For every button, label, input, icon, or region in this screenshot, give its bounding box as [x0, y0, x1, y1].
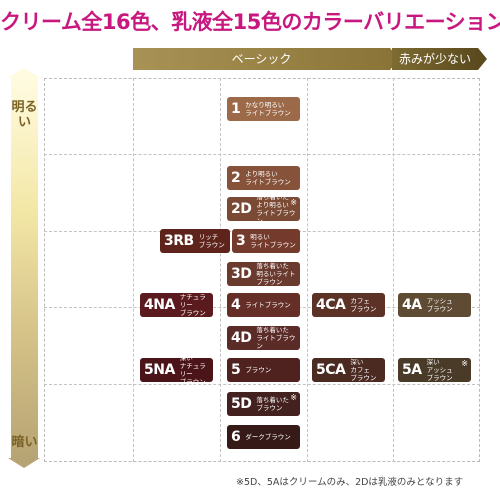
shade-code: 5CA — [316, 362, 346, 378]
footnote: ※5D、5Aはクリームのみ、2Dは乳液のみとなります — [236, 477, 464, 488]
header-less-red: 赤みが少ない — [392, 48, 487, 70]
shade-code: 3RB — [164, 233, 194, 249]
shade-chip-3d: 3D 落ち着いた 明るいライト ブラウン — [227, 262, 300, 286]
shade-chip-5d: 5D 落ち着いた ブラウン ※ — [227, 392, 300, 416]
shade-code: 2 — [231, 170, 241, 186]
note-mark: ※ — [290, 393, 297, 402]
page-title: クリーム全16色、乳液全15色のカラーバリエーション — [0, 10, 500, 34]
shade-code: 5NA — [144, 362, 175, 378]
shade-name: ダークブラウン — [245, 433, 291, 441]
scale-bright-label: 明るい — [11, 100, 38, 130]
shade-code: 4 — [231, 297, 241, 313]
grid-line — [307, 78, 308, 462]
shade-name: 明るい ライトブラウン — [250, 233, 296, 249]
shade-chip-2d: 2D 落ち着いた より明るい ライトブラウン ※ — [227, 193, 300, 225]
shade-name: 落ち着いた 明るいライト ブラウン — [256, 262, 296, 286]
shade-code: 5A — [402, 362, 422, 378]
shade-code: 4A — [402, 297, 422, 313]
grid-line — [220, 78, 221, 462]
grid-line — [393, 78, 394, 462]
shade-chip-4ca: 4CA カフェ ブラウン — [312, 293, 385, 317]
shade-code: 6 — [231, 429, 241, 445]
shade-code: 4CA — [316, 297, 346, 313]
shade-name: カフェ ブラウン — [350, 297, 377, 313]
shade-name: 深い アッシュ ブラウン — [426, 358, 453, 382]
grid-line — [44, 154, 480, 155]
shade-chip-4d: 4D 落ち着いた ライトブラウン — [227, 326, 300, 350]
shade-code: 1 — [231, 101, 241, 117]
shade-chip-4na: 4NA ナチュラリー ブラウン — [140, 293, 213, 317]
shade-chip-5na: 5NA 深い ナチュラリー ブラウン — [140, 354, 213, 386]
shade-name: ブラウン — [245, 366, 272, 374]
brightness-scale: 明るい 暗い — [8, 68, 40, 468]
scale-dark-label: 暗い — [11, 435, 38, 450]
color-grid — [44, 78, 480, 462]
shade-chip-3: 3 明るい ライトブラウン — [232, 229, 300, 253]
shade-code: 5 — [231, 362, 241, 378]
shade-chip-3rb: 3RB リッチ ブラウン — [160, 229, 230, 253]
shade-code: 4NA — [144, 297, 175, 313]
shade-code: 5D — [231, 396, 252, 412]
shade-chip-2: 2 より明るい ライトブラウン — [227, 166, 300, 190]
shade-chip-4a: 4A アッシュ ブラウン — [398, 293, 471, 317]
shade-chip-1: 1 かなり明るい ライトブラウン — [227, 97, 300, 121]
header-basic: ベーシック — [133, 48, 399, 70]
shade-name: 落ち着いた より明るい ライトブラウン — [256, 193, 296, 225]
shade-name: 落ち着いた ライトブラウン — [256, 326, 296, 350]
shade-chip-5: 5 ブラウン — [227, 358, 300, 382]
shade-name: リッチ ブラウン — [198, 233, 225, 249]
shade-chip-6: 6 ダークブラウン — [227, 425, 300, 449]
shade-name: より明るい ライトブラウン — [245, 170, 291, 186]
shade-name: 深い カフェ ブラウン — [350, 358, 377, 382]
note-mark: ※ — [461, 359, 468, 368]
note-mark: ※ — [290, 198, 297, 207]
shade-chip-5a: 5A 深い アッシュ ブラウン ※ — [398, 358, 471, 382]
shade-name: ライトブラウン — [245, 301, 291, 309]
shade-code: 3 — [236, 233, 246, 249]
shade-code: 2D — [231, 201, 252, 217]
shade-name: ナチュラリー ブラウン — [179, 293, 206, 317]
shade-chip-4: 4 ライトブラウン — [227, 293, 300, 317]
shade-name: かなり明るい ライトブラウン — [245, 101, 291, 117]
shade-name: アッシュ ブラウン — [426, 297, 453, 313]
shade-chip-5ca: 5CA 深い カフェ ブラウン — [312, 358, 385, 382]
shade-code: 3D — [231, 266, 252, 282]
grid-line — [133, 78, 134, 462]
shade-code: 4D — [231, 330, 252, 346]
grid-line — [44, 384, 480, 385]
shade-name: 落ち着いた ブラウン — [256, 396, 289, 412]
shade-name: 深い ナチュラリー ブラウン — [179, 354, 206, 386]
